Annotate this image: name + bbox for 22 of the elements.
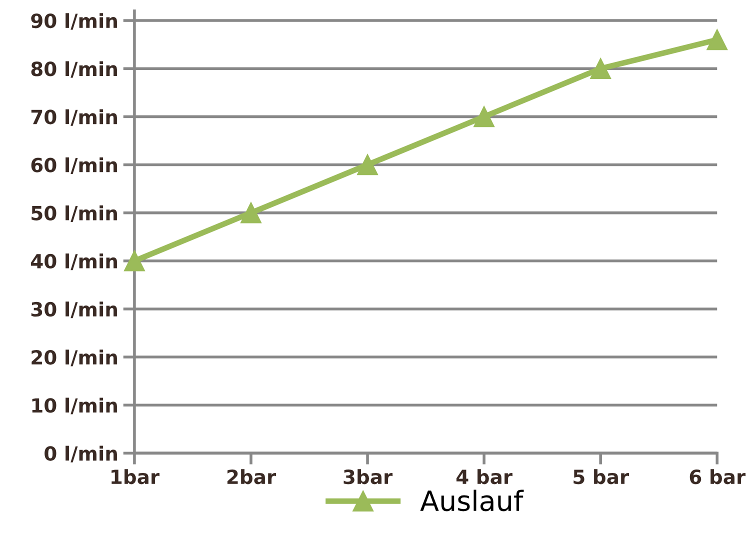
x-tick-label: 2bar <box>227 469 276 484</box>
y-tick-label: 60 l/min <box>31 157 117 174</box>
point <box>474 106 494 128</box>
x-tick-label: 3bar <box>344 469 393 484</box>
point <box>590 58 612 80</box>
point <box>240 202 262 224</box>
y-tick-label: 30 l/min <box>31 302 117 318</box>
y-tick-label: 80 l/min <box>31 61 117 78</box>
y-tick-label: 90 l/min <box>31 13 117 30</box>
point <box>706 29 728 50</box>
y-tick-label: 10 l/min <box>32 398 117 414</box>
x-tick-label: 4 bar <box>456 469 512 484</box>
x-tick-label: 5 bar <box>574 469 629 484</box>
point <box>357 154 378 176</box>
y-tick-label: 50 l/min <box>32 205 117 222</box>
y-tick-label: 0 l/min <box>44 446 117 462</box>
y-tick-label: 40 l/min <box>30 254 117 270</box>
x-tick-label: 6 bar <box>690 469 746 484</box>
y-tick-label: 70 l/min <box>31 109 117 126</box>
x-tick-label: 1bar <box>112 469 160 484</box>
legend-label: Auslauf <box>420 490 524 512</box>
y-tick-label: 20 l/min <box>32 350 117 366</box>
